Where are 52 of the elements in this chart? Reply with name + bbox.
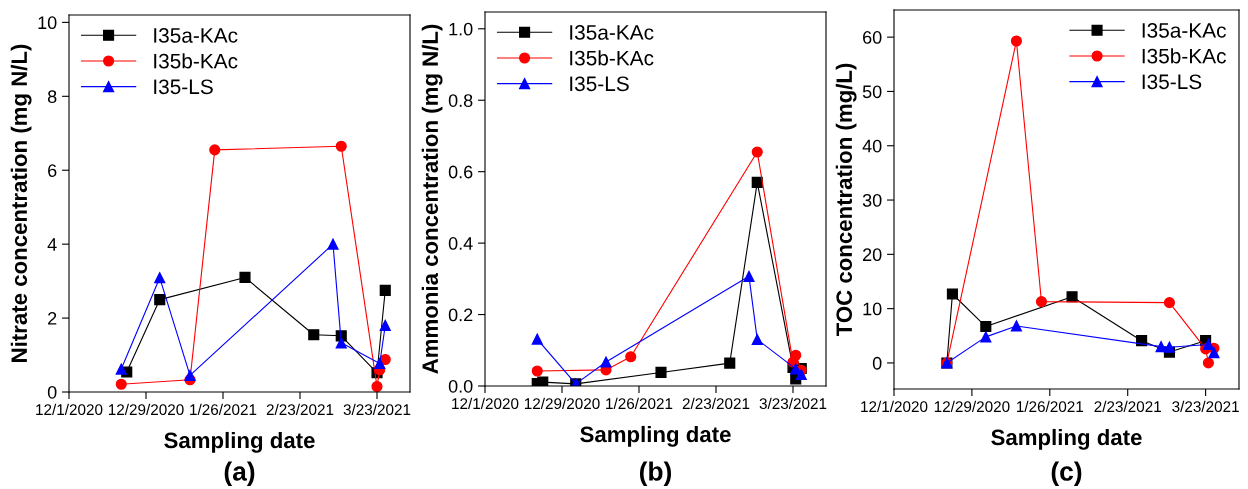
y-tick-label: 20: [863, 248, 882, 262]
y-tick-label: 0.2: [448, 308, 473, 322]
x-tick-label: 3/23/2021: [759, 397, 827, 410]
y-tick-label: 0.4: [448, 237, 473, 250]
y-tick-label: 0.6: [448, 165, 473, 179]
y-axis-title: TOC concentration (mg/L): [835, 63, 857, 337]
x-tick-label: 1/26/2021: [606, 397, 673, 410]
x-axis-title: Sampling date: [580, 425, 731, 447]
y-tick-label: 0.0: [448, 379, 473, 393]
y-axis-title: Ammonia concentration (mg N/L): [421, 24, 443, 374]
y-axis-title: Nitrate concentration (mg N/L): [10, 44, 32, 362]
legend-label: I35a-KAc: [154, 28, 238, 43]
x-tick-label: 12/29/2020: [934, 400, 1010, 413]
x-tick-label: 2/23/2021: [266, 403, 334, 416]
legend-label: I35-LS: [570, 76, 629, 92]
x-tick-label: 2/23/2021: [1094, 400, 1161, 413]
x-tick-label: 2/23/2021: [682, 397, 750, 410]
y-tick-label: 10: [863, 302, 882, 316]
legend-label: I35b-KAc: [1142, 48, 1226, 64]
y-tick-label: 2: [48, 312, 57, 325]
legend-label: I35-LS: [154, 79, 213, 95]
x-tick-label: 12/29/2020: [108, 403, 184, 416]
legend-label: I35-LS: [1142, 74, 1202, 90]
x-axis-title: Sampling date: [991, 428, 1142, 450]
y-tick-label: 6: [48, 164, 57, 177]
text: (c): [1051, 461, 1082, 486]
y-tick-label: 0.8: [448, 94, 473, 107]
x-tick-label: 1/26/2021: [1016, 400, 1084, 413]
y-tick-label: 0: [47, 385, 57, 399]
y-tick-label: 30: [862, 193, 882, 207]
x-axis-title: Sampling date: [164, 431, 315, 453]
legend-label: I35b-KAc: [154, 53, 238, 69]
x-tick-label: 3/23/2021: [343, 403, 411, 416]
x-tick-label: 3/23/2021: [1172, 400, 1239, 413]
legend-label: I35a-KAc: [1142, 23, 1226, 38]
text: (b): [639, 461, 672, 486]
y-tick-label: 8: [47, 90, 57, 104]
text: (a): [224, 461, 255, 486]
y-tick-label: 4: [47, 238, 57, 251]
x-tick-label: 12/29/2020: [524, 397, 600, 410]
y-tick-label: 40: [862, 139, 882, 153]
legend-label: I35a-KAc: [570, 25, 654, 40]
x-tick-label: 12/1/2020: [452, 397, 519, 410]
x-tick-label: 1/26/2021: [190, 403, 257, 416]
y-tick-label: 50: [862, 85, 882, 99]
y-tick-label: 60: [863, 31, 882, 44]
x-tick-label: 12/1/2020: [36, 403, 103, 416]
legend-label: I35b-KAc: [570, 50, 654, 66]
y-tick-label: 0: [872, 356, 882, 370]
x-tick-label: 12/1/2020: [861, 400, 928, 413]
y-tick-label: 1.0: [449, 22, 473, 36]
y-tick-label: 10: [38, 16, 57, 30]
